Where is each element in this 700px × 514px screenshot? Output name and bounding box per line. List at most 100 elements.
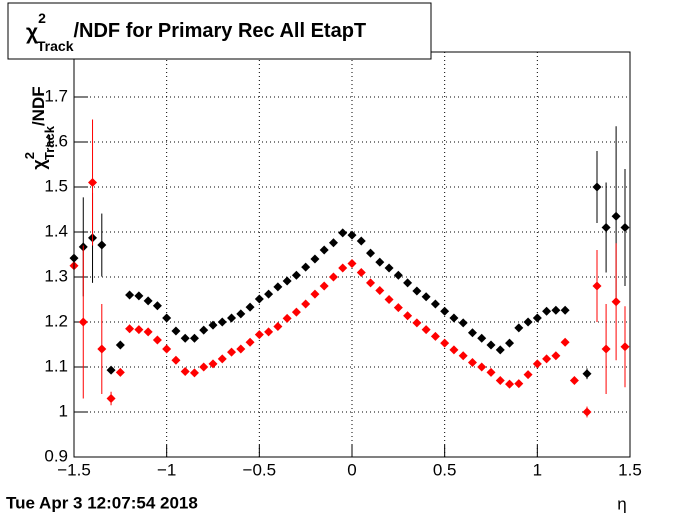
title-sub: Track — [37, 38, 74, 54]
marker — [393, 303, 403, 313]
marker — [384, 295, 394, 304]
marker — [236, 309, 246, 319]
y-label-text: /NDF — [29, 86, 48, 126]
marker — [560, 337, 570, 347]
marker — [106, 394, 116, 403]
marker — [97, 344, 107, 354]
marker — [366, 248, 376, 258]
marker — [264, 289, 274, 299]
marker — [514, 379, 524, 389]
title-box — [7, 2, 432, 60]
marker — [162, 313, 172, 323]
marker — [440, 338, 450, 348]
x-axis-label: η — [617, 494, 626, 513]
marker — [356, 268, 366, 277]
y-tick-label: 1.4 — [44, 221, 68, 240]
marker — [152, 301, 162, 311]
x-tick-label: 0 — [347, 460, 356, 479]
marker — [310, 254, 320, 264]
marker — [208, 359, 218, 369]
x-tick-label: 1.5 — [618, 460, 642, 479]
y-tick-label: 1.2 — [44, 311, 68, 330]
x-tick-label: −1.5 — [57, 460, 91, 479]
x-tick-label: 1 — [533, 460, 542, 479]
marker — [421, 292, 431, 302]
y-tick-label: 0.9 — [44, 446, 68, 465]
marker — [199, 325, 209, 335]
marker — [236, 344, 246, 354]
marker — [264, 327, 274, 337]
marker — [449, 345, 459, 355]
marker — [227, 313, 237, 323]
marker — [338, 228, 348, 238]
marker — [217, 354, 227, 364]
date-stamp: Tue Apr 3 12:07:54 2018 — [6, 493, 198, 512]
marker — [582, 407, 592, 417]
marker — [106, 365, 116, 375]
marker — [523, 370, 533, 380]
marker — [189, 333, 199, 343]
title-symbol: χ — [26, 21, 38, 44]
marker — [542, 306, 552, 316]
marker — [208, 320, 218, 330]
y-tick-label: 1.3 — [44, 266, 68, 285]
marker — [245, 302, 255, 312]
marker — [393, 270, 403, 280]
marker — [560, 305, 570, 315]
y-tick-label: 1.7 — [44, 86, 68, 105]
marker — [291, 307, 301, 317]
marker — [592, 182, 602, 192]
marker — [171, 355, 181, 365]
marker — [254, 330, 264, 340]
marker — [227, 347, 237, 357]
marker — [301, 262, 311, 272]
marker — [569, 376, 579, 385]
marker — [495, 376, 505, 385]
marker — [291, 270, 301, 280]
marker — [375, 286, 385, 295]
marker — [620, 223, 630, 232]
marker — [477, 333, 487, 343]
marker — [328, 238, 338, 248]
marker — [319, 245, 329, 255]
y-tick-label: 1.6 — [44, 131, 68, 150]
marker — [134, 325, 144, 335]
title-sup: 2 — [38, 10, 46, 26]
marker — [282, 313, 292, 323]
title-text: /NDF for Primary Rec All EtapT — [73, 20, 366, 42]
marker — [375, 257, 385, 267]
marker — [430, 331, 440, 341]
y-label-symbol: χ — [29, 159, 49, 170]
marker — [467, 358, 477, 367]
marker — [125, 290, 135, 300]
y-label-sub: Track — [42, 125, 57, 160]
marker — [282, 276, 292, 286]
marker — [347, 230, 357, 240]
marker — [384, 263, 394, 273]
marker — [582, 369, 592, 379]
marker — [611, 211, 621, 221]
marker — [505, 338, 515, 348]
marker — [356, 236, 366, 246]
marker — [189, 368, 199, 378]
marker — [551, 351, 561, 361]
marker — [611, 297, 621, 307]
marker — [430, 299, 440, 309]
marker — [458, 318, 468, 328]
marker — [477, 362, 487, 372]
marker — [458, 351, 468, 361]
marker — [421, 325, 431, 335]
marker — [551, 305, 561, 315]
marker — [412, 286, 422, 296]
y-tick-label: 1.1 — [44, 356, 68, 375]
y-tick-label: 1 — [59, 401, 68, 420]
marker — [115, 367, 125, 377]
marker — [514, 323, 524, 333]
marker — [97, 240, 107, 250]
marker — [125, 324, 135, 334]
y-label-sup: 2 — [22, 152, 37, 159]
marker — [245, 337, 255, 347]
marker — [88, 178, 98, 187]
marker — [486, 367, 496, 377]
